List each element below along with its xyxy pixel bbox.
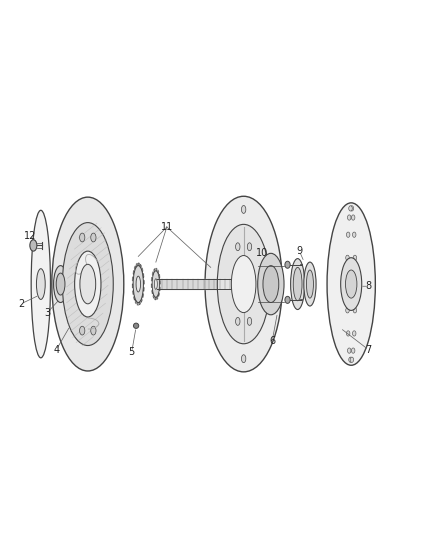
Ellipse shape (351, 215, 354, 220)
Ellipse shape (36, 269, 45, 300)
Text: 6: 6 (268, 336, 275, 346)
Text: 10: 10 (256, 248, 268, 259)
Ellipse shape (284, 296, 290, 303)
Polygon shape (141, 298, 142, 302)
Polygon shape (158, 292, 159, 296)
Ellipse shape (79, 326, 85, 335)
Ellipse shape (52, 197, 124, 371)
Polygon shape (154, 269, 155, 272)
Polygon shape (134, 266, 135, 270)
Polygon shape (143, 287, 144, 291)
Ellipse shape (235, 243, 240, 251)
Text: 4: 4 (53, 345, 59, 355)
Ellipse shape (133, 265, 143, 303)
Ellipse shape (345, 308, 349, 313)
Ellipse shape (352, 232, 355, 237)
Ellipse shape (303, 262, 315, 306)
Ellipse shape (133, 323, 138, 328)
Polygon shape (156, 296, 157, 300)
Text: 9: 9 (296, 246, 302, 256)
Polygon shape (140, 264, 141, 268)
Ellipse shape (79, 233, 85, 242)
Polygon shape (132, 277, 133, 281)
Ellipse shape (353, 281, 356, 287)
Ellipse shape (152, 271, 159, 297)
Polygon shape (159, 280, 160, 284)
Ellipse shape (345, 281, 348, 287)
Ellipse shape (347, 348, 350, 353)
Ellipse shape (306, 270, 313, 298)
Polygon shape (157, 270, 158, 274)
Polygon shape (132, 284, 133, 288)
Text: 12: 12 (24, 231, 36, 241)
Ellipse shape (91, 233, 96, 242)
Polygon shape (132, 290, 134, 295)
Text: 5: 5 (128, 347, 134, 357)
Ellipse shape (350, 206, 353, 211)
Polygon shape (138, 263, 139, 266)
Polygon shape (155, 268, 156, 271)
Ellipse shape (345, 270, 356, 298)
Ellipse shape (247, 243, 251, 251)
Ellipse shape (217, 224, 269, 344)
Ellipse shape (351, 348, 354, 353)
Polygon shape (141, 268, 142, 272)
Polygon shape (137, 302, 138, 305)
Ellipse shape (74, 251, 101, 317)
Polygon shape (133, 271, 134, 275)
Polygon shape (142, 273, 144, 278)
Ellipse shape (53, 265, 67, 303)
Ellipse shape (262, 265, 278, 303)
Ellipse shape (340, 258, 361, 310)
Polygon shape (136, 263, 137, 266)
Ellipse shape (346, 232, 349, 237)
Ellipse shape (346, 331, 349, 336)
Ellipse shape (293, 268, 301, 301)
Ellipse shape (31, 211, 50, 358)
Ellipse shape (136, 276, 140, 292)
Polygon shape (139, 301, 140, 305)
Ellipse shape (62, 223, 113, 345)
Ellipse shape (350, 357, 353, 362)
Ellipse shape (241, 355, 245, 362)
Ellipse shape (352, 308, 356, 313)
Text: 11: 11 (160, 222, 173, 232)
Ellipse shape (154, 279, 157, 289)
Ellipse shape (235, 318, 240, 325)
Ellipse shape (231, 255, 255, 312)
Polygon shape (151, 277, 152, 281)
Ellipse shape (247, 318, 251, 325)
Ellipse shape (326, 203, 374, 365)
Ellipse shape (241, 206, 245, 213)
Polygon shape (135, 300, 136, 304)
Ellipse shape (352, 255, 356, 261)
Ellipse shape (347, 215, 350, 220)
Text: 8: 8 (365, 281, 371, 291)
Ellipse shape (348, 206, 351, 211)
Ellipse shape (80, 264, 95, 304)
Ellipse shape (284, 261, 290, 268)
Ellipse shape (345, 255, 349, 261)
Ellipse shape (352, 331, 355, 336)
Polygon shape (151, 284, 152, 288)
Ellipse shape (56, 273, 65, 295)
Ellipse shape (257, 253, 283, 315)
Polygon shape (152, 272, 153, 276)
Polygon shape (159, 287, 160, 291)
Polygon shape (143, 280, 144, 284)
Ellipse shape (205, 196, 282, 372)
Text: 2: 2 (18, 299, 24, 309)
Polygon shape (142, 293, 143, 297)
Polygon shape (153, 294, 154, 298)
Text: 3: 3 (44, 308, 50, 318)
Ellipse shape (30, 240, 37, 251)
Ellipse shape (290, 259, 304, 310)
Ellipse shape (348, 357, 351, 362)
Text: 7: 7 (365, 345, 371, 355)
Ellipse shape (91, 326, 96, 335)
